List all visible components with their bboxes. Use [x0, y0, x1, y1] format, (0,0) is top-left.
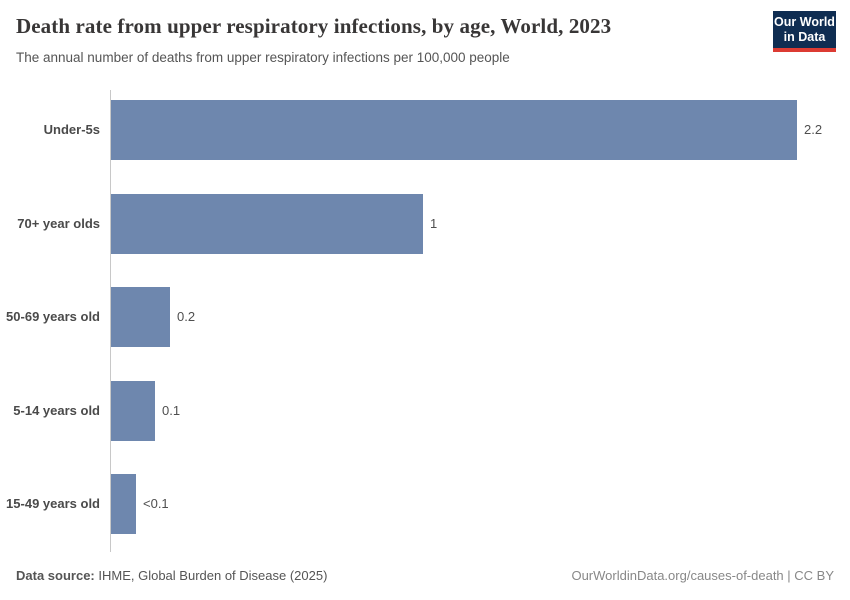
bar [111, 100, 797, 160]
value-label: 0.1 [162, 402, 181, 418]
value-label: 2.2 [804, 122, 823, 137]
category-label: 70+ year olds [17, 215, 100, 231]
y-axis-line [110, 90, 111, 552]
chart-row: 5-14 years old 0.1 [0, 380, 850, 441]
owid-logo-line1: Our World [774, 14, 835, 29]
data-source-text: IHME, Global Burden of Disease (2025) [98, 568, 328, 583]
chart-row: Under-5s 2.2 [0, 100, 850, 160]
chart-row: 50-69 years old 0.2 [0, 287, 850, 347]
data-source-label: Data source: [16, 568, 95, 583]
chart-title: Death rate from upper respiratory infect… [16, 14, 612, 38]
category-label: 50-69 years old [6, 309, 100, 324]
chart-subtitle: The annual number of deaths from upper r… [16, 50, 510, 65]
chart-footer: Data source: IHME, Global Burden of Dise… [16, 568, 834, 583]
bar [111, 474, 136, 534]
value-label: 0.2 [177, 309, 196, 324]
bar [111, 193, 423, 254]
bar [111, 380, 155, 441]
value-label: 1 [430, 215, 438, 231]
owid-logo: Our World in Data [773, 11, 836, 52]
bar-chart: Under-5s 2.2 70+ year olds 1 50-69 years old… [0, 90, 850, 552]
category-label: Under-5s [43, 122, 100, 137]
bar [111, 287, 170, 347]
category-label: 5-14 years old [13, 402, 100, 418]
category-label: 15-49 years old [6, 496, 100, 511]
chart-row: 15-49 years old <0.1 [0, 474, 850, 534]
value-label: <0.1 [143, 496, 169, 511]
data-source-note: Data source: IHME, Global Burden of Dise… [16, 568, 327, 583]
credit-link: OurWorldinData.org/causes-of-death | CC … [571, 568, 834, 583]
chart-row: 70+ year olds 1 [0, 193, 850, 254]
owid-logo-line2: in Data [783, 29, 826, 44]
